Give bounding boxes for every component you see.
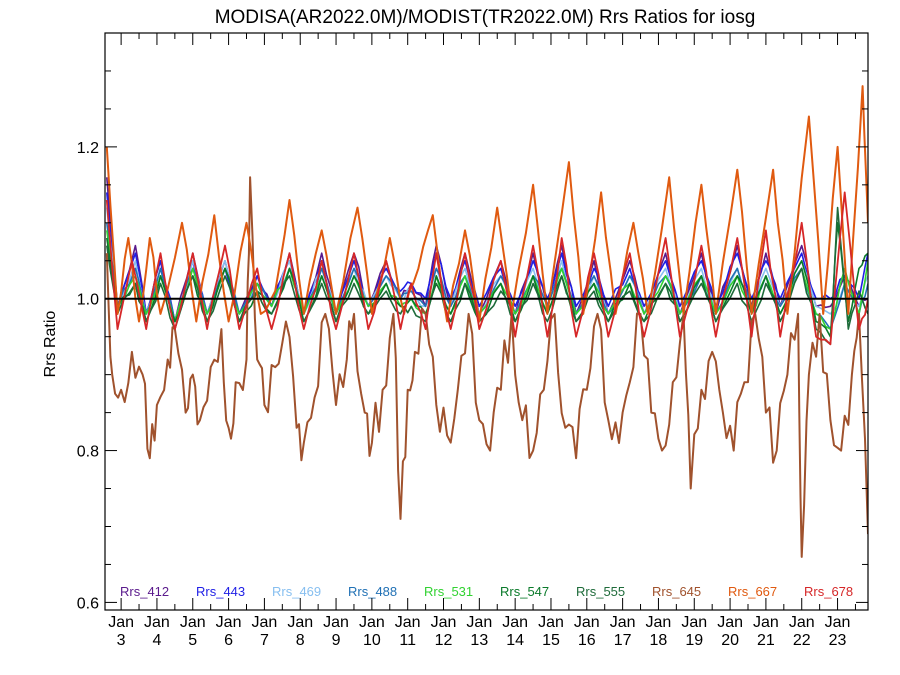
x-tick-label-month: Jan: [753, 614, 779, 631]
plot-area: [105, 85, 868, 558]
x-tick-label-day: 23: [829, 632, 847, 649]
x-tick-label-month: Jan: [287, 614, 313, 631]
series-line-rrs_645: [105, 176, 868, 558]
x-tick-label-day: 10: [363, 632, 381, 649]
x-tick-label-day: 14: [506, 632, 524, 649]
x-tick-label-month: Jan: [717, 614, 743, 631]
x-tick-label-month: Jan: [431, 614, 457, 631]
y-tick-label: 0.8: [77, 444, 99, 461]
x-tick-label-month: Jan: [359, 614, 385, 631]
x-tick-label-day: 9: [332, 632, 341, 649]
legend-entry-rrs_547: Rrs_547: [500, 584, 549, 599]
legend-entry-rrs_488: Rrs_488: [348, 584, 397, 599]
legend-entry-rrs_531: Rrs_531: [424, 584, 473, 599]
x-tick-label-day: 12: [435, 632, 453, 649]
x-tick-label-month: Jan: [825, 614, 851, 631]
x-tick-label-month: Jan: [574, 614, 600, 631]
x-tick-label-day: 3: [117, 632, 126, 649]
x-tick-label-month: Jan: [646, 614, 672, 631]
y-axis-label: Rrs Ratio: [42, 311, 59, 378]
y-tick-label: 0.6: [77, 595, 99, 612]
x-tick-label-month: Jan: [252, 614, 278, 631]
x-tick-label-day: 22: [793, 632, 811, 649]
x-tick-label-month: Jan: [466, 614, 492, 631]
x-tick-label-day: 19: [685, 632, 703, 649]
plot-frame: [104, 32, 869, 611]
chart-title: MODISA(AR2022.0M)/MODIST(TR2022.0M) Rrs …: [215, 7, 756, 28]
x-tick-label-day: 15: [542, 632, 560, 649]
x-tick-label-month: Jan: [323, 614, 349, 631]
x-tick-label-month: Jan: [216, 614, 242, 631]
x-tick-label-month: Jan: [538, 614, 564, 631]
x-tick-label-month: Jan: [108, 614, 134, 631]
x-tick-label-month: Jan: [144, 614, 170, 631]
x-tick-label-month: Jan: [789, 614, 815, 631]
legend: Rrs_412 Rrs_443 Rrs_469 Rrs_488 Rrs_531 Rrs_5…: [120, 584, 853, 599]
x-tick-label-day: 8: [296, 632, 305, 649]
legend-entry-rrs_678: Rrs_678: [804, 584, 853, 599]
x-tick-label-day: 11: [399, 632, 416, 649]
x-tick-label-day: 6: [224, 632, 233, 649]
x-tick-label-day: 20: [721, 632, 739, 649]
x-tick-label-month: Jan: [610, 614, 636, 631]
x-tick-label-day: 7: [260, 632, 269, 649]
x-tick-label-month: Jan: [395, 614, 421, 631]
legend-entry-rrs_412: Rrs_412: [120, 584, 169, 599]
series-line-rrs_678: [105, 191, 868, 346]
y-tick-label: 1.0: [77, 292, 99, 309]
series-line-rrs_667: [105, 85, 868, 323]
x-tick-label-day: 18: [650, 632, 668, 649]
x-tick-label-day: 17: [614, 632, 632, 649]
legend-entry-rrs_645: Rrs_645: [652, 584, 701, 599]
legend-entry-rrs_443: Rrs_443: [196, 584, 245, 599]
x-tick-label-day: 4: [152, 632, 161, 649]
x-tick-label-day: 5: [188, 632, 197, 649]
legend-entry-rrs_469: Rrs_469: [272, 584, 321, 599]
axes: 0.60.81.01.2Jan3Jan4Jan5Jan6Jan7Jan8Jan9…: [77, 32, 869, 649]
legend-entry-rrs_555: Rrs_555: [576, 584, 625, 599]
legend-entry-rrs_667: Rrs_667: [728, 584, 777, 599]
y-tick-label: 1.2: [77, 140, 99, 157]
x-tick-label-month: Jan: [502, 614, 528, 631]
x-tick-label-month: Jan: [681, 614, 707, 631]
x-tick-label-day: 13: [470, 632, 488, 649]
x-tick-label-day: 21: [757, 632, 775, 649]
x-tick-label-day: 16: [578, 632, 596, 649]
x-tick-label-month: Jan: [180, 614, 206, 631]
